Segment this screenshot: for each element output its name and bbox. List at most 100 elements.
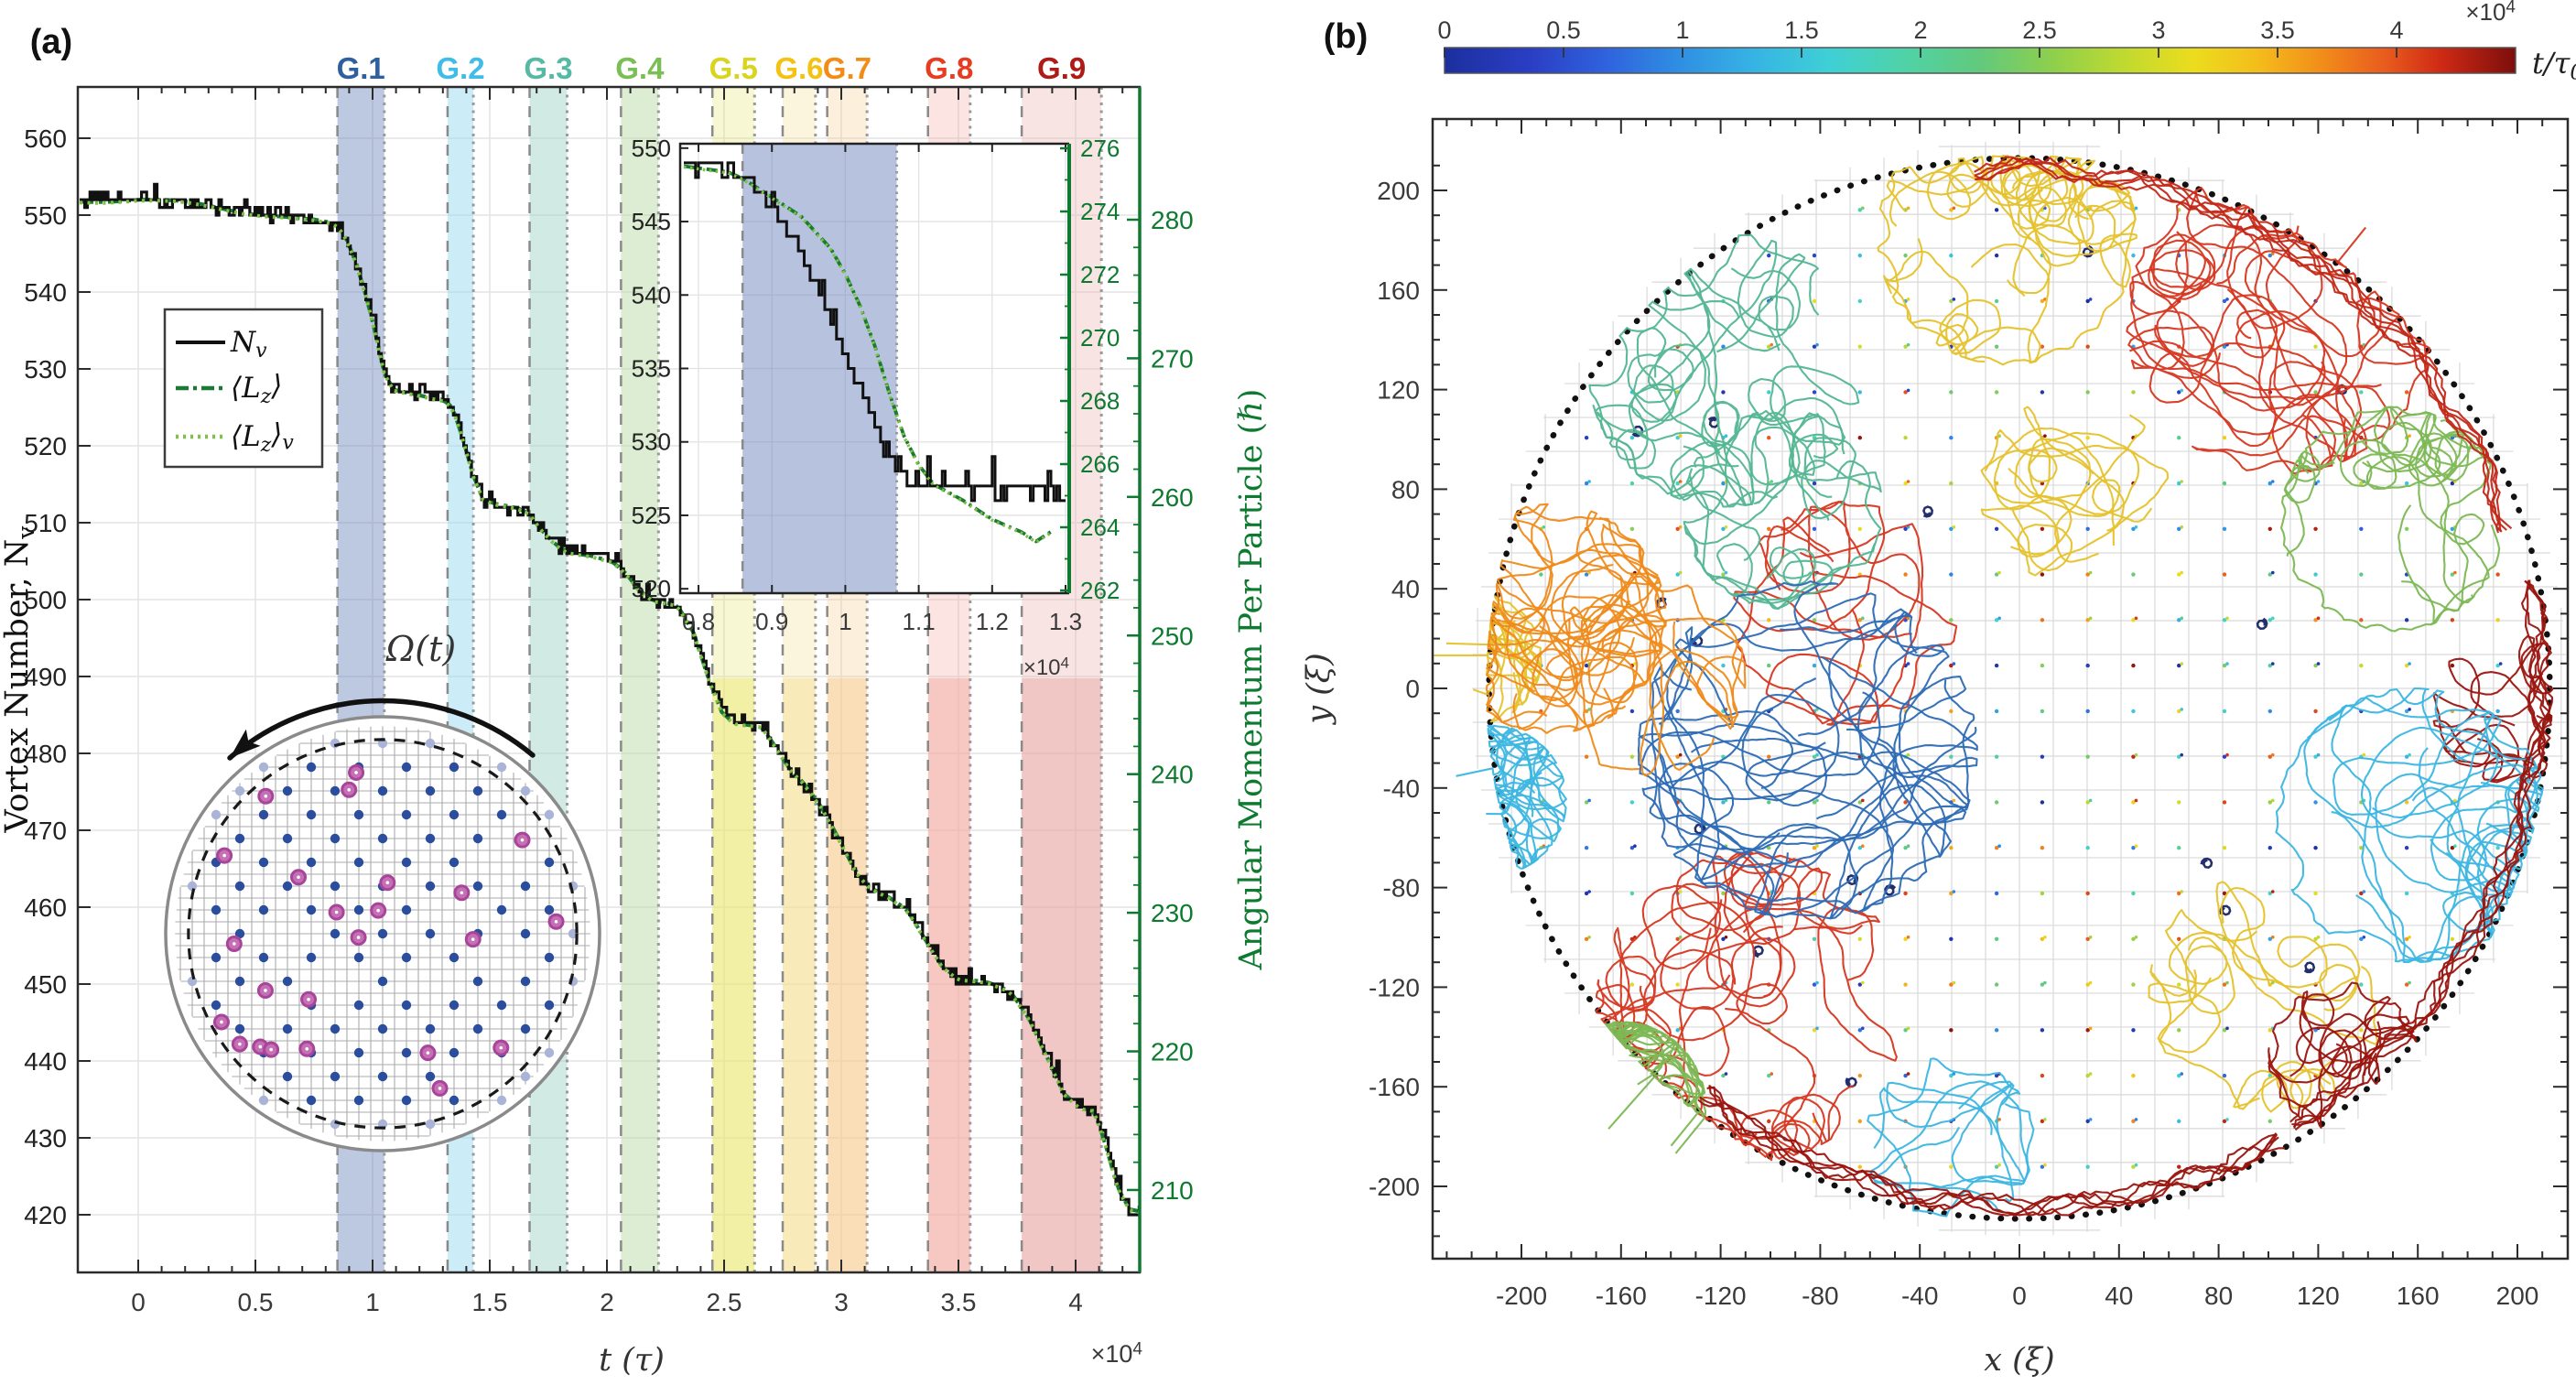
vortex-dot (425, 1071, 436, 1082)
legend-box (163, 308, 324, 469)
trajectory (2149, 964, 2332, 1110)
y-tick-label: 490 (24, 663, 67, 691)
vortex-dot (258, 809, 269, 820)
y-tick-label: 420 (24, 1201, 67, 1229)
y-tick-label: 500 (24, 586, 67, 614)
inset-nv-curve (684, 161, 1066, 503)
pinned-vortex-dot (1724, 570, 1728, 575)
x-tick-label: 1 (365, 1288, 380, 1316)
vortex-dot (353, 952, 364, 963)
vortex-dot (425, 881, 436, 892)
vortex-dot (330, 833, 341, 844)
vortex-dot (472, 1023, 483, 1034)
pinned-vortex-dot (2043, 1163, 2047, 1167)
pinned-vortex-dot (1857, 982, 1862, 987)
pinned-vortex-dot (1906, 388, 1910, 393)
right-tick-label: 260 (1151, 483, 1194, 512)
x-tick-label: -80 (1802, 1282, 1838, 1310)
pinned-vortex-dot (1542, 525, 1546, 529)
pinned-vortex-dot (2359, 390, 2364, 395)
pinned-vortex-dot (2134, 1118, 2138, 1121)
pinned-vortex-dot (1857, 1164, 1862, 1169)
pinned-vortex-dot (1906, 935, 1910, 939)
colorbar-tick-label: 3.5 (2260, 16, 2295, 44)
pinned-vortex-dot (2177, 618, 2181, 622)
rim-trajectory (2292, 579, 2548, 1129)
lz-v-curve (79, 199, 1140, 1215)
pinned-vortex-dot (1857, 618, 1862, 622)
x-tick-label: -120 (1695, 1282, 1747, 1310)
pinned-vortex-dot (2222, 436, 2227, 440)
pinned-vortex-dot (2404, 390, 2409, 395)
impurity-core (264, 794, 268, 798)
pinned-vortex-dot (2177, 846, 2181, 850)
inset-y-tick-label: 535 (632, 355, 671, 383)
pinned-vortex-dot (1952, 798, 1956, 803)
band-G.9-lower (1022, 678, 1102, 1272)
pinned-vortex-dot (2088, 798, 2093, 803)
panel-b-label: (b) (1324, 17, 1369, 56)
pinned-vortex-dot (1903, 572, 1908, 577)
vortex-dot (401, 857, 412, 868)
pinned-vortex-dot (1812, 846, 1817, 850)
pinned-vortex-dot (2085, 709, 2090, 714)
pinned-vortex-dot (2040, 891, 2045, 896)
impurity-core (376, 908, 380, 913)
pinned-vortex-dot (2040, 344, 2045, 349)
x-tick-label: 4 (1068, 1288, 1083, 1316)
pinned-vortex-dot (2040, 618, 2045, 622)
y-tick-label: 540 (24, 278, 67, 307)
pinned-vortex-dot (1584, 800, 1589, 805)
y-tick-label: 40 (1391, 575, 1420, 603)
pinned-vortex-dot (1949, 572, 1954, 577)
pinned-vortex-dot (2085, 344, 2090, 349)
vortex-dot (520, 1023, 531, 1034)
pinned-vortex-dot (2270, 662, 2275, 666)
pinned-vortex-dot (2131, 390, 2136, 395)
vortex-dot (353, 904, 364, 915)
pinned-vortex-dot (1678, 890, 1683, 893)
rim-vortex-dot (187, 976, 198, 987)
pinned-vortex-dot (2222, 298, 2227, 304)
vortex-dot (282, 1071, 293, 1082)
inset-band-G1 (742, 144, 897, 593)
pinned-vortex-dot (2085, 298, 2090, 304)
vortex-dot (377, 785, 388, 796)
pinned-vortex-dot (1903, 846, 1908, 850)
pinned-vortex-dot (2222, 481, 2227, 486)
pinned-vortex-dot (1678, 480, 1683, 483)
pinned-vortex-dot (1724, 935, 1728, 939)
impurity-core (220, 1020, 223, 1024)
pinned-vortex-dot (1587, 935, 1591, 939)
pinned-vortex-dot (1952, 298, 1956, 301)
pinned-vortex-dot (1952, 980, 1956, 985)
pinned-vortex-dot (2404, 800, 2409, 805)
inset-y-tick-label: 525 (632, 502, 671, 529)
pinned-vortex-dot (2085, 982, 2090, 987)
trajectory (1716, 543, 1834, 604)
vortex-dot (353, 1047, 364, 1058)
pinned-vortex-dot (1994, 800, 1999, 805)
pinned-vortex-dot (1994, 663, 1999, 668)
colorbar: 0 0.5 1 1.5 2 2.5 3 3.5 4 ×104 t/τ0 (1437, 0, 2576, 84)
y-tick-label: 560 (24, 124, 67, 153)
group-label-G.9: G.9 (1037, 51, 1086, 85)
band-G.7-lower (827, 678, 868, 1272)
pinned-vortex-dot (2088, 935, 2093, 939)
pinned-vortex-dot (2268, 481, 2272, 486)
pinned-vortex-dot (1812, 800, 1817, 805)
panel-a-xlabel: t (τ) (599, 1342, 665, 1379)
pinned-vortex-dot (2131, 663, 2136, 668)
pinned-vortex-dot (1906, 1072, 1910, 1076)
rim-vortex-dot (544, 809, 555, 820)
vortex-dot (234, 1023, 245, 1034)
pinned-vortex-dot (2040, 390, 2045, 395)
pinned-vortex-dot (2040, 1164, 2045, 1169)
pinned-vortex-dot (1857, 1073, 1862, 1078)
pinned-vortex-dot (2222, 1073, 2227, 1078)
pinned-vortex-dot (2085, 1073, 2090, 1078)
panel-b-axes: -200 -160 -120 -80 -40 0 40 80 120 160 200 -200 -160… (1369, 117, 2570, 1310)
pinned-vortex-dot (1678, 935, 1683, 939)
x-tick-label: 1.5 (472, 1288, 508, 1316)
pinned-vortex-dot (2225, 298, 2229, 301)
